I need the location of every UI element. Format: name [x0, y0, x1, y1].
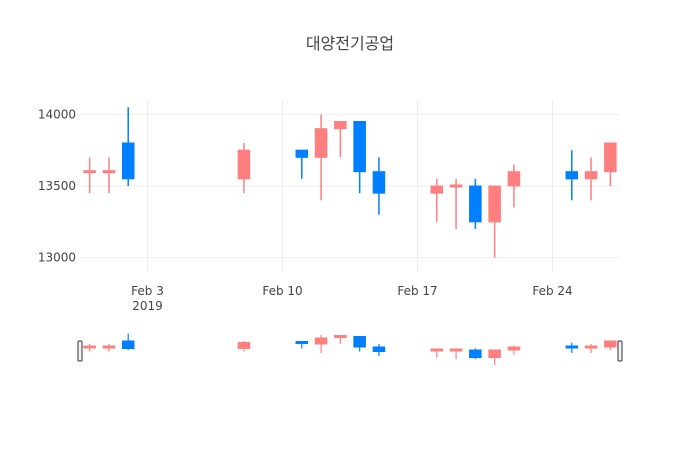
range-slider-candle	[372, 344, 386, 356]
candle	[488, 185, 501, 258]
range-slider-candle-body	[121, 340, 135, 349]
x-tick-label: Feb 10	[262, 284, 302, 298]
candle	[295, 149, 309, 179]
range-slider-left-handle[interactable]	[77, 340, 83, 362]
candle-body	[102, 170, 116, 174]
range-slider-candle-body	[334, 335, 347, 338]
range-slider-candle-body	[314, 337, 328, 345]
range-slider-candle	[565, 342, 579, 353]
range-slider-candle-body	[237, 342, 251, 349]
candle-body	[604, 142, 617, 173]
candle-body	[353, 121, 366, 173]
candle	[604, 142, 617, 186]
range-slider-candle-body	[565, 345, 579, 349]
chart-title: 대양전기공업	[306, 34, 394, 53]
candle-body	[372, 171, 386, 194]
y-tick-label: 14000	[38, 107, 76, 121]
candle	[430, 178, 444, 222]
range-slider-candle-body	[488, 349, 501, 358]
candle-body	[565, 171, 579, 180]
x-tick-year-label: 2019	[132, 299, 163, 313]
candle	[314, 114, 328, 201]
candle-body	[584, 171, 598, 180]
range-slider-candle-body	[353, 336, 366, 348]
range-slider-candle	[469, 348, 482, 359]
range-slider-candle-body	[295, 341, 309, 344]
range-slider-candle	[430, 348, 444, 358]
x-tick-label: Feb 3	[131, 284, 164, 298]
y-tick-label: 13000	[38, 251, 76, 265]
candle-body	[488, 185, 501, 223]
candle-body	[314, 128, 328, 158]
range-slider-candle-body	[604, 340, 617, 348]
range-slider-candle	[604, 340, 617, 350]
range-slider-candle	[237, 341, 251, 352]
range-slider-candle-body	[372, 346, 386, 352]
range-slider-candle-body	[83, 345, 96, 349]
candle-body	[334, 121, 347, 130]
range-slider-candle-body	[449, 348, 463, 352]
candle	[237, 143, 251, 194]
range-slider-background	[80, 332, 620, 368]
candle	[565, 150, 579, 201]
range-slider-candle	[334, 335, 347, 344]
range-slider-candle-body	[584, 345, 598, 349]
candle	[353, 121, 366, 194]
candle	[507, 164, 521, 208]
range-slider-candle	[449, 348, 463, 359]
range-slider-candle	[314, 335, 328, 353]
candle-body	[430, 185, 444, 194]
range-slider-candle	[353, 336, 366, 352]
candle	[584, 157, 598, 201]
candle	[469, 178, 482, 229]
candle	[83, 157, 96, 194]
candle	[372, 157, 386, 215]
range-slider-candle-body	[430, 348, 444, 352]
candle-body	[237, 149, 251, 180]
candle-body	[295, 149, 309, 158]
range-slider[interactable]	[77, 332, 623, 368]
candle	[121, 107, 135, 186]
candle-body	[449, 184, 463, 188]
candle-body	[469, 185, 482, 223]
x-tick-label: Feb 24	[532, 284, 572, 298]
candle	[449, 178, 463, 229]
y-tick-label: 13500	[38, 179, 76, 193]
candle-layer	[83, 107, 617, 258]
range-slider-candle-body	[507, 346, 521, 351]
candle-body	[121, 142, 135, 180]
range-slider-candle	[507, 345, 521, 355]
range-slider-candle	[121, 333, 135, 350]
range-slider-right-handle[interactable]	[617, 340, 623, 362]
candle-body	[83, 170, 96, 174]
range-slider-candle-body	[102, 345, 116, 349]
range-slider-candle	[488, 349, 501, 365]
range-slider-candle-body	[469, 349, 482, 358]
range-slider-candle	[584, 344, 598, 353]
range-slider-candle	[83, 344, 96, 352]
x-tick-label: Feb 17	[397, 284, 437, 298]
range-slider-candle	[102, 344, 116, 352]
candle	[334, 121, 347, 158]
grid-layer	[80, 100, 620, 272]
candle	[102, 157, 116, 194]
range-slider-candle	[295, 341, 309, 349]
candle-body	[507, 171, 521, 187]
